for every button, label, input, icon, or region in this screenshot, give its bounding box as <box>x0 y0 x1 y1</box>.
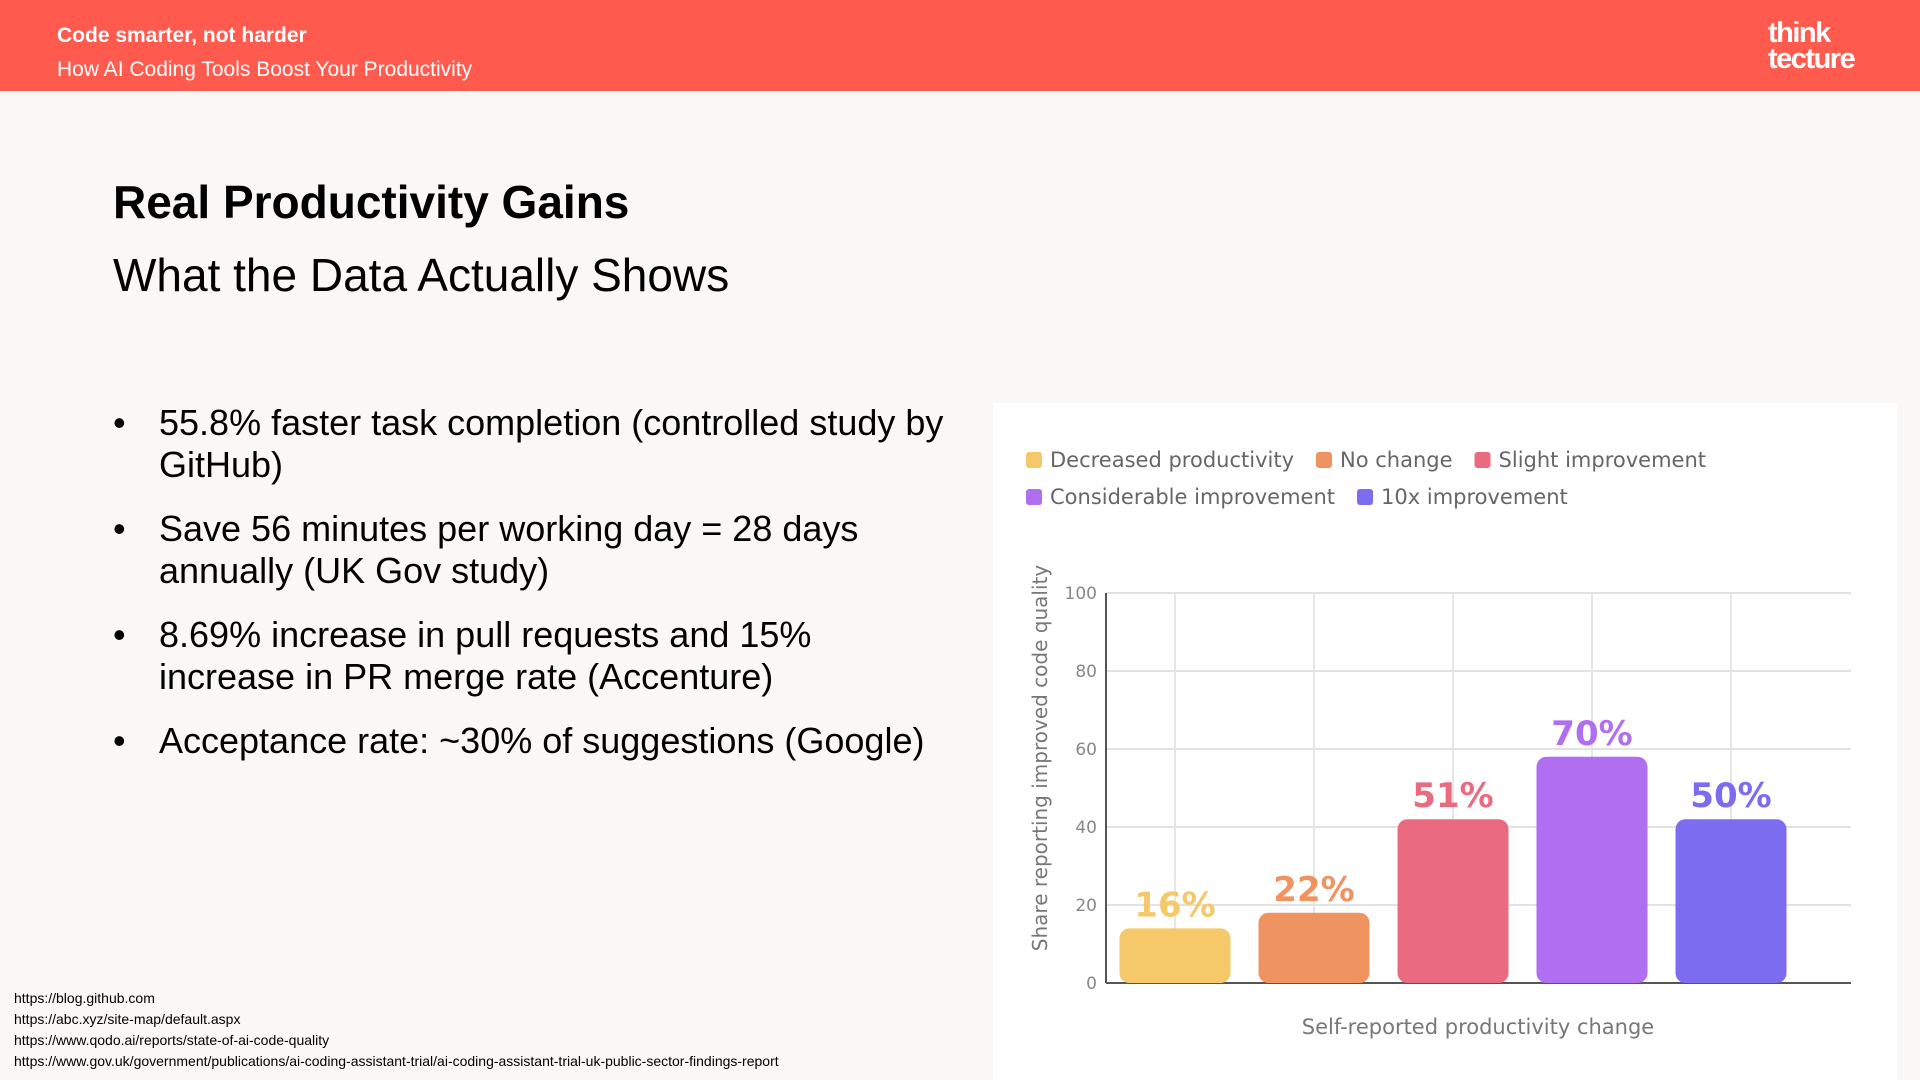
bar <box>1258 912 1370 983</box>
legend-label: No change <box>1340 448 1453 472</box>
bullet-text: 55.8% faster task completion (controlled… <box>159 402 944 485</box>
bullet-text: Save 56 minutes per working day = 28 day… <box>159 508 859 591</box>
bullet-item: • Acceptance rate: ~30% of suggestions (G… <box>113 720 953 762</box>
legend-label: 10x improvement <box>1381 485 1568 509</box>
data-label: 50% <box>1690 776 1771 816</box>
slide-title: Real Productivity Gains <box>113 176 630 228</box>
legend-swatch <box>1316 452 1332 468</box>
legend-label: Decreased productivity <box>1050 448 1294 472</box>
bullet-list: • 55.8% faster task completion (controlle… <box>113 402 953 784</box>
logo-line-2: tecture <box>1768 43 1856 75</box>
data-label: 22% <box>1273 870 1354 910</box>
legend-swatch <box>1026 489 1042 505</box>
slide-header: Code smarter, not harder How AI Coding T… <box>0 0 1920 91</box>
slide-subtitle: What the Data Actually Shows <box>113 249 730 301</box>
bullet-dot: • <box>113 402 126 443</box>
legend-swatch <box>1357 489 1374 505</box>
bullet-dot: • <box>113 720 126 761</box>
y-axis-title: Share reporting improved code quality <box>1028 565 1052 952</box>
legend-label: Considerable improvement <box>1050 485 1335 509</box>
legend-swatch <box>1474 452 1491 468</box>
thinktecture-logo: think tecture <box>1768 17 1856 75</box>
data-label: 70% <box>1551 714 1632 754</box>
bullet-dot: • <box>113 614 126 655</box>
legend-swatch <box>1026 452 1042 468</box>
bullet-item: • Save 56 minutes per working day = 28 da… <box>113 508 953 592</box>
bar <box>1675 819 1787 983</box>
reference-link[interactable]: https://blog.github.com <box>14 990 155 1006</box>
y-tick-label: 60 <box>1075 740 1097 760</box>
bar <box>1536 756 1648 983</box>
data-label: 51% <box>1412 776 1493 816</box>
references: https://blog.github.com https://abc.xyz/… <box>14 988 779 1072</box>
bullet-text: 8.69% increase in pull requests and 15% … <box>159 614 812 697</box>
bullet-text: Acceptance rate: ~30% of suggestions (Go… <box>159 720 925 761</box>
header-subtitle: How AI Coding Tools Boost Your Productiv… <box>57 58 473 81</box>
bullet-dot: • <box>113 508 126 549</box>
bar <box>1119 928 1231 983</box>
y-tick-label: 40 <box>1075 818 1097 838</box>
chart-panel: 0 20 40 60 80 100 16% 22% 51% 70% 50% Self-reported… <box>993 403 1897 1080</box>
y-tick-label: 100 <box>1065 584 1097 604</box>
x-axis-title: Self-reported productivity change <box>1302 1015 1654 1039</box>
reference-link[interactable]: https://www.gov.uk/government/publicatio… <box>14 1053 779 1069</box>
logo-line-1: think <box>1768 17 1831 49</box>
reference-link[interactable]: https://www.qodo.ai/reports/state-of-ai-… <box>14 1032 330 1048</box>
data-label: 16% <box>1134 885 1215 925</box>
legend-label: Slight improvement <box>1499 448 1706 472</box>
y-tick-label: 20 <box>1075 896 1097 916</box>
reference-link[interactable]: https://abc.xyz/site-map/default.aspx <box>14 1011 241 1027</box>
y-tick-label: 0 <box>1086 974 1097 994</box>
bar-chart: 0 20 40 60 80 100 16% 22% 51% 70% 50% Self-reported… <box>1026 448 1851 1039</box>
bullet-item: • 8.69% increase in pull requests and 15%… <box>113 614 953 698</box>
bullet-item: • 55.8% faster task completion (controlle… <box>113 402 953 486</box>
bar <box>1397 819 1509 983</box>
header-title: Code smarter, not harder <box>57 24 307 47</box>
y-tick-label: 80 <box>1075 662 1097 682</box>
